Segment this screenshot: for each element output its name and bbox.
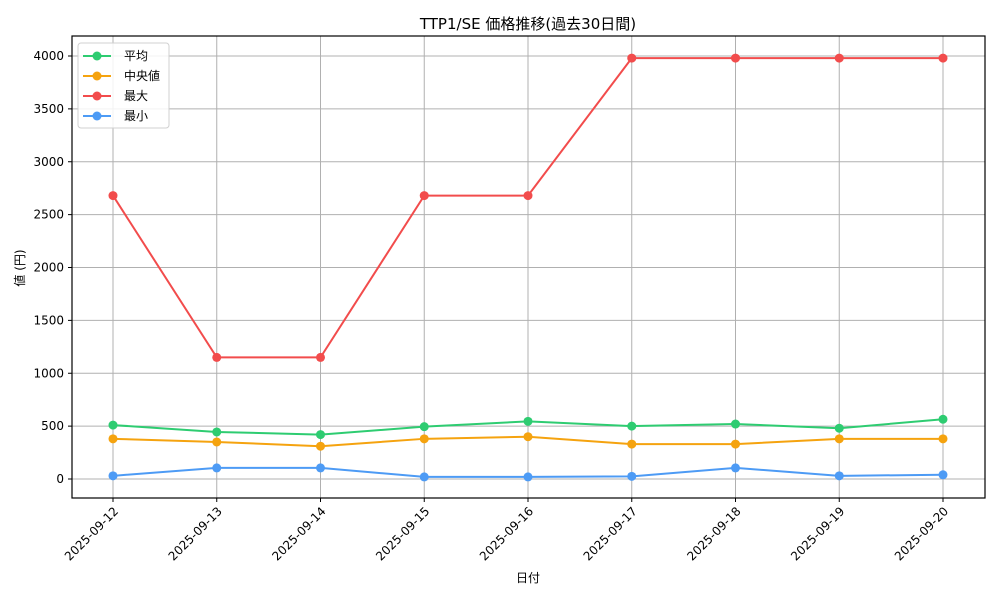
- data-point: [316, 441, 325, 451]
- data-point: [212, 352, 222, 362]
- y-axis-ticks: 0 500 1000 1500 2000 2500 3000 3500 4000: [33, 49, 72, 486]
- series-平均: [108, 414, 948, 440]
- data-point: [938, 414, 948, 424]
- data-point: [419, 422, 429, 432]
- y-tick-label: 1000: [33, 366, 64, 380]
- data-point: [938, 53, 948, 63]
- x-tick-label: 2025-09-16: [477, 504, 536, 563]
- legend-label: 平均: [124, 49, 148, 63]
- x-tick-label: 2025-09-15: [373, 504, 432, 563]
- legend-item: 最大: [83, 89, 148, 103]
- y-tick-label: 2000: [33, 261, 64, 275]
- data-point: [108, 471, 118, 481]
- data-point: [108, 434, 118, 444]
- data-point: [627, 421, 637, 431]
- data-point: [731, 439, 740, 449]
- y-axis-label: 値 (円): [12, 249, 27, 286]
- data-point: [419, 434, 429, 444]
- data-point: [938, 470, 948, 480]
- legend-label: 最小: [124, 109, 148, 123]
- data-point: [834, 53, 844, 63]
- series-中央値: [108, 432, 948, 451]
- data-point: [834, 471, 844, 481]
- data-point: [419, 191, 429, 201]
- data-point: [523, 432, 533, 442]
- x-tick-label: 2025-09-13: [166, 504, 225, 563]
- data-point: [108, 191, 118, 201]
- data-point: [627, 53, 637, 63]
- legend-marker-icon: [92, 111, 102, 121]
- legend-item: 中央値: [83, 68, 160, 83]
- legend-label: 最大: [124, 89, 148, 103]
- data-point: [419, 472, 429, 482]
- legend-item: 平均: [83, 49, 148, 63]
- legend-marker-icon: [92, 71, 102, 81]
- series-最大: [108, 53, 948, 362]
- chart-title: TTP1/SE 価格推移(過去30日間): [419, 15, 636, 33]
- y-tick-label: 3500: [33, 102, 64, 116]
- data-point: [731, 419, 740, 429]
- data-point: [731, 53, 740, 63]
- data-point: [212, 427, 222, 437]
- data-point: [938, 434, 948, 444]
- y-tick-label: 500: [41, 419, 64, 433]
- y-tick-label: 0: [56, 472, 64, 486]
- data-point: [627, 439, 637, 449]
- data-point: [523, 472, 533, 482]
- x-tick-label: 2025-09-18: [684, 504, 743, 563]
- x-tick-label: 2025-09-17: [581, 504, 640, 563]
- data-point: [627, 471, 637, 481]
- legend-marker-icon: [92, 51, 102, 61]
- legend-box: [77, 42, 170, 129]
- data-point: [316, 352, 325, 362]
- legend-marker-icon: [92, 91, 102, 101]
- x-tick-label: 2025-09-14: [269, 504, 328, 563]
- series-最小: [108, 463, 948, 482]
- x-tick-label: 2025-09-20: [892, 504, 951, 563]
- data-point: [523, 416, 533, 426]
- data-point: [731, 463, 740, 473]
- data-point: [834, 434, 844, 444]
- y-tick-label: 1500: [33, 313, 64, 327]
- series-lines: [108, 53, 948, 482]
- x-tick-label: 2025-09-19: [788, 504, 847, 563]
- legend-item: 最小: [83, 109, 148, 123]
- x-axis-label: 日付: [516, 571, 540, 585]
- data-point: [316, 430, 325, 440]
- grid-lines: [72, 36, 985, 498]
- y-tick-label: 3000: [33, 155, 64, 169]
- data-point: [212, 463, 222, 473]
- data-point: [212, 437, 222, 447]
- x-tick-label: 2025-09-12: [62, 504, 121, 563]
- legend-label: 中央値: [124, 68, 160, 83]
- y-tick-label: 2500: [33, 208, 64, 222]
- data-point: [108, 420, 118, 430]
- y-tick-label: 4000: [33, 49, 64, 63]
- x-axis-ticks: 2025-09-12 2025-09-13 2025-09-14 2025-09-15…: [62, 498, 951, 563]
- data-point: [523, 191, 533, 201]
- data-point: [834, 423, 844, 433]
- data-point: [316, 463, 325, 473]
